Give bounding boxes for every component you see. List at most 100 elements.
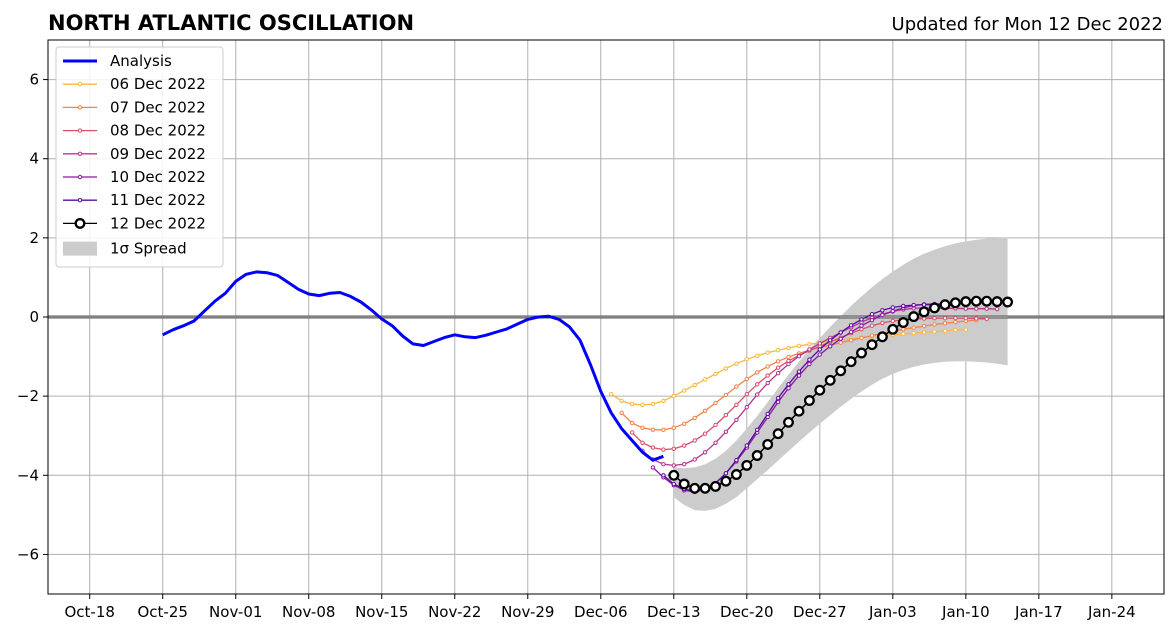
forecast-point <box>796 343 802 349</box>
x-tick-label: Nov-15 <box>355 603 408 621</box>
legend-swatch-marker <box>77 82 83 87</box>
legend-swatch-marker <box>77 128 83 133</box>
forecast-point <box>765 380 770 386</box>
forecast-series <box>609 295 1014 495</box>
forecast-point <box>682 462 687 467</box>
forecast-point <box>921 330 927 335</box>
x-tick-label: Oct-18 <box>65 603 115 621</box>
forecast-point <box>814 384 826 396</box>
forecast-point <box>981 295 993 307</box>
forecast-point <box>640 402 645 407</box>
forecast-point <box>682 443 687 448</box>
legend-label: 06 Dec 2022 <box>110 75 206 93</box>
forecast-point <box>953 327 958 333</box>
chart-subtitle: Updated for Mon 12 Dec 2022 <box>892 14 1163 35</box>
x-tick-label: Jan-10 <box>941 603 990 621</box>
forecast-point <box>953 316 958 321</box>
forecast-point <box>929 302 940 314</box>
forecast-point <box>661 398 666 404</box>
forecast-point <box>741 459 753 471</box>
y-tick-label: 4 <box>29 150 39 168</box>
legend-label: 08 Dec 2022 <box>110 122 206 140</box>
forecast-point <box>765 364 770 369</box>
forecast-point <box>817 352 822 357</box>
analysis-series <box>162 270 664 462</box>
forecast-point <box>897 317 909 328</box>
x-axis-ticks: Oct-18 Oct-25 Nov-01 Nov-08 Nov-15 Nov-22 Nov-… <box>65 594 1136 621</box>
forecast-point <box>765 373 770 378</box>
x-tick-label: Nov-01 <box>209 603 262 621</box>
forecast-point <box>619 410 624 415</box>
forecast-point <box>671 393 676 399</box>
forecast-point <box>775 371 781 376</box>
forecast-point <box>640 425 645 430</box>
forecast-point <box>692 382 697 388</box>
forecast-point <box>970 295 982 307</box>
forecast-point <box>692 438 697 443</box>
forecast-point <box>755 382 760 387</box>
forecast-point <box>876 331 888 343</box>
legend-label: 1σ Spread <box>110 240 187 258</box>
legend-label: 09 Dec 2022 <box>110 145 206 163</box>
forecast-point <box>845 356 857 368</box>
forecast-point <box>755 392 760 397</box>
forecast-point <box>880 320 885 326</box>
x-tick-label: Nov-08 <box>282 603 335 621</box>
x-tick-label: Jan-24 <box>1087 603 1136 621</box>
forecast-point <box>918 306 930 318</box>
y-tick-label: 6 <box>29 71 39 89</box>
forecast-point <box>793 405 805 417</box>
forecast-point <box>775 359 781 364</box>
forecast-point <box>984 316 989 322</box>
forecast-point <box>911 331 916 336</box>
legend-label: 11 Dec 2022 <box>110 191 206 209</box>
forecast-point <box>859 335 864 341</box>
forecast-point <box>807 342 812 347</box>
y-tick-label: −6 <box>17 545 39 563</box>
forecast-point <box>734 361 739 366</box>
forecast-point <box>702 377 708 382</box>
forecast-point <box>661 427 666 432</box>
forecast-point <box>734 384 739 389</box>
forecast-point <box>960 296 972 308</box>
forecast-point <box>713 422 718 428</box>
forecast-point <box>942 321 948 326</box>
forecast-point <box>772 428 784 440</box>
forecast-point <box>807 357 812 362</box>
legend-label: 12 Dec 2022 <box>110 214 206 232</box>
forecast-point <box>692 415 697 421</box>
forecast-point <box>984 306 989 311</box>
forecast-point <box>671 463 676 468</box>
forecast-point <box>786 382 791 387</box>
forecast-point <box>713 440 718 445</box>
forecast-point <box>856 347 867 359</box>
forecast-point <box>650 445 656 450</box>
forecast-point <box>848 329 854 335</box>
forecast-point <box>932 322 937 327</box>
forecast-point <box>921 302 927 307</box>
forecast-point <box>671 425 676 430</box>
forecast-point <box>796 354 802 359</box>
forecast-point <box>908 311 920 323</box>
forecast-point <box>744 443 749 448</box>
forecast-point <box>887 323 899 335</box>
forecast-point <box>702 450 708 455</box>
forecast-point <box>932 329 937 334</box>
forecast-point <box>744 405 749 410</box>
forecast-point <box>755 370 760 375</box>
forecast-point <box>720 475 732 487</box>
forecast-point <box>755 427 760 432</box>
forecast-point <box>702 431 708 436</box>
forecast-point <box>932 316 937 321</box>
forecast-point <box>661 473 666 478</box>
forecast-point <box>661 447 666 452</box>
legend: Analysis 06 Dec 2022 07 Dec 2022 08 Dec 202… <box>55 46 224 268</box>
forecast-point <box>734 402 739 407</box>
forecast-point <box>921 323 927 329</box>
forecast-point <box>751 450 763 461</box>
forecast-point <box>619 398 624 404</box>
x-tick-label: Jan-03 <box>868 603 917 621</box>
legend-swatch-marker <box>77 198 83 203</box>
forecast-point <box>859 323 864 328</box>
forecast-point <box>974 316 979 321</box>
